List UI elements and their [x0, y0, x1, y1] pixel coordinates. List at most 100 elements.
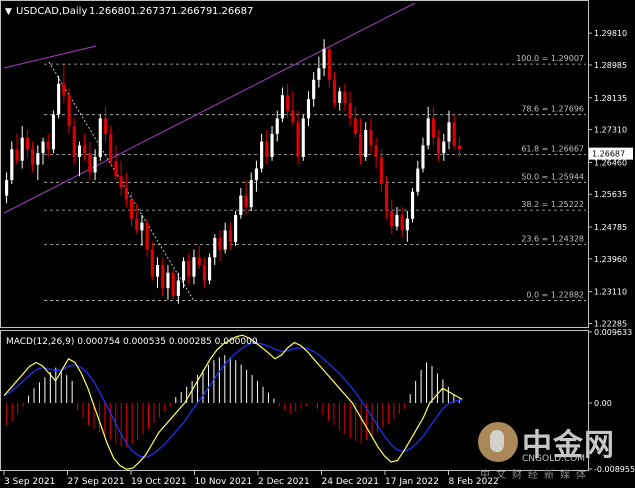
candle-body: [317, 68, 321, 80]
candle-body: [51, 114, 56, 150]
candle-body: [171, 272, 175, 296]
time-tick-label: 24 Dec 2021: [322, 477, 380, 487]
candle-body: [114, 160, 118, 177]
fib-diagonal-line[interactable]: [48, 61, 195, 302]
fib-level-label: 0.0 = 1.22882: [526, 290, 584, 299]
candle-body: [306, 99, 311, 119]
candle-body: [10, 149, 14, 181]
candle-body: [72, 126, 76, 157]
time-tick-label: 2 Dec 2021: [258, 477, 310, 487]
ohlc-low: 1.26679: [171, 6, 212, 17]
candle-body: [25, 137, 29, 150]
candle-body: [369, 129, 373, 146]
candle-body: [213, 238, 217, 258]
candle-body: [15, 149, 19, 161]
candle-body: [57, 83, 61, 115]
candle-body: [410, 191, 415, 219]
candle-body: [135, 218, 139, 231]
candle-body: [109, 133, 113, 161]
fib-level-label: 61.8 = 1.26667: [521, 144, 584, 153]
candle-body: [67, 95, 71, 127]
symbol-triangle-icon: ▼: [5, 7, 12, 17]
candlesticks: [5, 39, 461, 304]
price-tick-label: 1.26460: [594, 158, 627, 167]
price-tick-label: 1.22285: [594, 319, 627, 328]
candle-body: [296, 122, 300, 157]
time-tick-label: 27 Sep 2021: [68, 477, 125, 487]
candle-body: [379, 156, 383, 184]
candle-body: [452, 122, 456, 146]
candle-body: [249, 180, 253, 208]
candle-body: [88, 153, 92, 173]
watermark-brand: 中金网: [522, 428, 615, 463]
candle-body: [197, 257, 201, 266]
candle-body: [234, 214, 238, 242]
candle-body: [218, 238, 222, 250]
candle-body: [322, 48, 326, 69]
candle-body: [77, 145, 82, 157]
candle-body: [364, 129, 368, 157]
candle-body: [437, 137, 441, 154]
time-tick-label: 19 Oct 2021: [131, 477, 187, 487]
candle-body: [421, 145, 425, 169]
candle-body: [286, 95, 290, 111]
macd-main-line: [3, 334, 463, 470]
candle-body: [119, 176, 123, 188]
candle-body: [442, 141, 446, 154]
ohlc-close: 1.26687: [212, 6, 253, 17]
candle-body: [20, 137, 24, 161]
candle-body: [161, 265, 165, 289]
candle-body: [208, 257, 212, 281]
macd-label: MACD(12,26,9) 0.000754 0.000535 0.000285…: [6, 337, 258, 347]
candle-body: [83, 145, 87, 154]
price-tick-label: 1.28135: [594, 94, 627, 103]
fibonacci-retracement[interactable]: 100.0 = 1.29007 78.6 = 1.27696 61.8 = 1.26…: [44, 54, 586, 301]
candle-body: [62, 83, 66, 96]
upper-trendline[interactable]: [3, 45, 97, 69]
watermark: 中金网 CNGOLD.COM 中文财经新媒体: [478, 418, 628, 481]
macd-tick-label: 0.009633: [594, 328, 632, 337]
price-panel[interactable]: [0, 0, 589, 328]
macd-indicator: [3, 334, 463, 470]
candle-body: [124, 187, 128, 200]
candle-body: [36, 153, 40, 165]
macd-signal-line: [3, 341, 463, 459]
candle-body: [46, 141, 50, 150]
candle-body: [166, 272, 170, 289]
candle-body: [129, 199, 134, 219]
fib-level-label: 50.0 = 1.25944: [521, 172, 584, 181]
candle-body: [280, 95, 285, 119]
candle-body: [353, 118, 357, 134]
time-tick-label: 3 Sep 2021: [4, 477, 55, 487]
watermark-slogan: 中文财经新媒体: [480, 470, 592, 481]
candle-body: [254, 168, 258, 181]
candle-body: [93, 156, 97, 173]
candle-body: [140, 222, 144, 231]
trendlines[interactable]: [3, 2, 416, 302]
candle-body: [202, 265, 206, 281]
candle-body: [275, 118, 279, 134]
candle-body: [192, 257, 196, 277]
macd-tick-label: 0.00: [594, 399, 612, 408]
ohlc-open: 1.26680: [89, 6, 130, 17]
macd-panel[interactable]: [0, 330, 589, 471]
candle-body: [327, 48, 331, 80]
candle-body: [31, 149, 35, 165]
lower-trendline[interactable]: [3, 2, 416, 214]
candle-body: [301, 118, 305, 157]
fib-level-label: 100.0 = 1.29007: [516, 54, 584, 63]
candle-body: [390, 211, 394, 227]
candle-body: [358, 133, 363, 157]
current-price-marker: [589, 147, 633, 160]
candle-body: [312, 79, 316, 100]
candle-body: [244, 195, 248, 208]
candle-body: [265, 141, 269, 157]
candle-body: [260, 141, 264, 169]
candle-body: [270, 133, 274, 157]
candle-body: [343, 91, 347, 103]
candle-body: [5, 180, 9, 196]
candle-body: [181, 261, 186, 281]
symbol-label: USDCAD,Daily: [16, 6, 87, 17]
candle-body: [155, 265, 160, 277]
